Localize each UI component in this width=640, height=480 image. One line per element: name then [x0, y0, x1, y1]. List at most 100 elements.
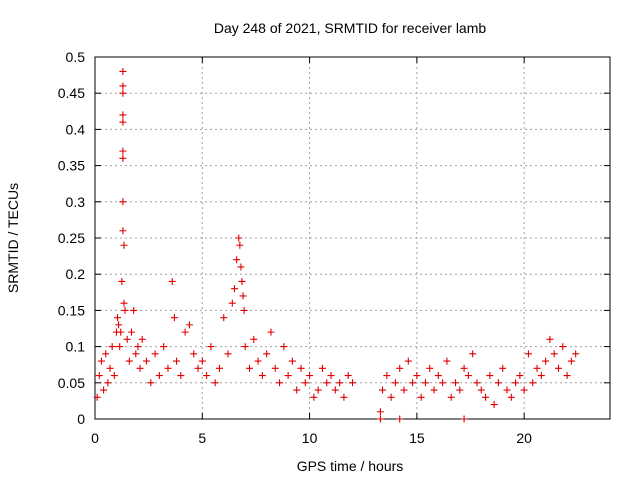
data-point — [123, 335, 131, 343]
data-point — [503, 386, 511, 394]
data-point — [276, 379, 284, 387]
data-point — [306, 372, 314, 380]
data-point — [550, 350, 558, 358]
data-point — [546, 335, 554, 343]
data-point — [258, 372, 266, 380]
data-point — [537, 372, 545, 380]
data-point — [160, 343, 168, 351]
data-point — [134, 343, 142, 351]
data-point — [119, 82, 127, 90]
data-point — [100, 386, 108, 394]
data-point — [421, 379, 429, 387]
data-point — [391, 379, 399, 387]
data-point — [310, 393, 318, 401]
data-point — [344, 372, 352, 380]
y-tick-label: 0.2 — [66, 266, 86, 282]
data-point — [240, 306, 248, 314]
data-point — [130, 306, 138, 314]
data-point — [168, 277, 176, 285]
data-point — [220, 314, 228, 322]
data-point — [396, 364, 404, 372]
y-tick-label: 0.05 — [58, 375, 85, 391]
data-point — [250, 335, 258, 343]
data-point — [246, 364, 253, 372]
data-point — [288, 357, 296, 365]
data-point — [132, 350, 140, 358]
data-point — [237, 263, 245, 271]
data-point — [387, 393, 395, 401]
data-point — [120, 299, 128, 307]
data-point — [119, 227, 127, 235]
y-tick-label: 0.45 — [58, 85, 85, 101]
data-point — [173, 357, 181, 365]
data-point — [555, 364, 562, 372]
data-point — [396, 415, 404, 423]
y-tick-label: 0 — [77, 411, 85, 427]
data-point — [119, 154, 127, 162]
data-point — [97, 357, 105, 365]
data-point — [529, 379, 537, 387]
data-point — [106, 364, 114, 372]
data-point — [190, 350, 198, 358]
data-point — [177, 372, 185, 380]
y-tick-label: 0.35 — [58, 158, 85, 174]
data-point — [486, 372, 494, 380]
data-point — [203, 372, 211, 380]
data-point — [417, 393, 425, 401]
plot-frame — [94, 56, 611, 420]
data-point — [238, 277, 246, 285]
data-point — [379, 386, 387, 394]
y-tick-label: 0.4 — [66, 121, 86, 137]
x-tick-label: 15 — [409, 430, 425, 446]
data-point — [170, 314, 178, 322]
data-point — [267, 328, 275, 336]
data-point — [102, 350, 110, 358]
data-point — [434, 372, 442, 380]
grid-lines — [95, 57, 610, 419]
data-point — [95, 372, 103, 380]
data-point — [125, 357, 133, 365]
data-point — [520, 386, 528, 394]
data-point — [138, 335, 146, 343]
data-point — [117, 328, 125, 336]
data-point — [301, 379, 309, 387]
data-point — [104, 379, 112, 387]
data-point — [164, 364, 172, 372]
data-point — [181, 328, 189, 336]
x-axis-title: GPS time / hours — [297, 458, 404, 474]
data-point — [119, 89, 127, 97]
data-point — [119, 118, 127, 126]
data-point — [376, 408, 384, 416]
data-point — [400, 386, 408, 394]
x-tick-label: 20 — [516, 430, 532, 446]
y-axis-ticks: 0 0.05 0.1 0.15 0.2 0.25 0.3 0.35 0.4 0.45 0.5 — [58, 49, 610, 427]
data-point — [430, 386, 438, 394]
data-point — [567, 357, 575, 365]
data-point — [211, 379, 219, 387]
data-point — [194, 364, 202, 372]
data-point — [413, 372, 421, 380]
data-point — [477, 386, 485, 394]
data-point — [233, 256, 241, 264]
data-point — [542, 357, 550, 365]
data-point — [120, 241, 128, 249]
data-point — [469, 350, 477, 358]
data-point — [136, 364, 144, 372]
data-point — [336, 379, 344, 387]
data-point — [284, 372, 292, 380]
x-tick-label: 5 — [198, 430, 206, 446]
data-point — [151, 350, 159, 358]
data-point — [439, 379, 447, 387]
data-point — [482, 393, 490, 401]
data-point — [119, 111, 127, 119]
chart-title: Day 248 of 2021, SRMTID for receiver lam… — [214, 20, 487, 36]
data-point — [323, 379, 331, 387]
data-point — [297, 364, 305, 372]
data-point — [499, 364, 507, 372]
y-tick-label: 0.15 — [58, 302, 85, 318]
data-point — [376, 415, 384, 423]
data-point — [271, 364, 279, 372]
data-point — [318, 364, 326, 372]
data-point — [198, 357, 206, 365]
data-point — [228, 299, 236, 307]
